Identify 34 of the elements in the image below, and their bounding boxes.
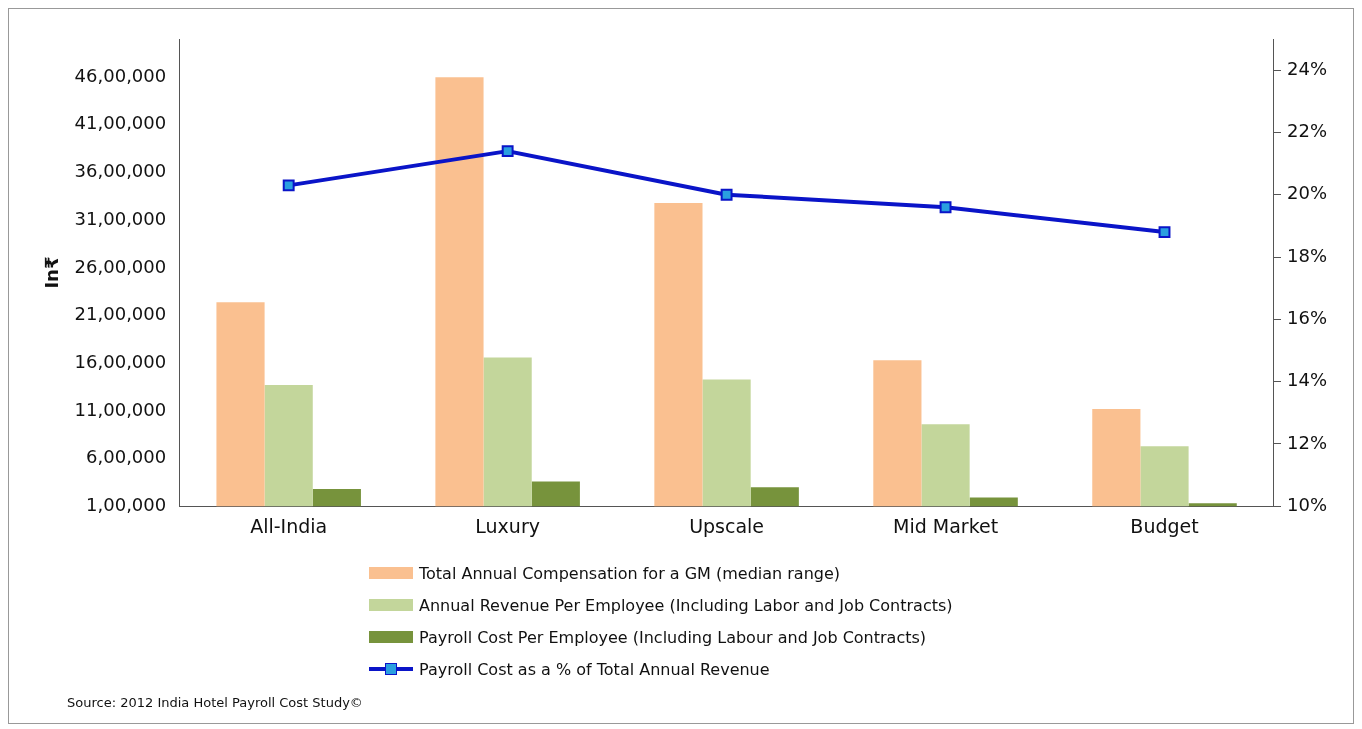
y2-tick-label: 20% (1286, 182, 1328, 204)
y-axis-title: In₹ (41, 256, 63, 289)
y2-tick-label: 10% (1286, 493, 1328, 515)
y-tick-label: 1,00,000 (86, 493, 167, 515)
y-tick-label: 31,00,000 (74, 207, 167, 229)
y-tick-label: 11,00,000 (74, 398, 167, 420)
point (501, 145, 514, 158)
legend-label: Payroll Cost as a % of Total Annual Revenue (419, 659, 770, 679)
x-tick-label: Mid Market (893, 514, 999, 537)
x-tick-label: Upscale (689, 514, 765, 537)
legend-label: Payroll Cost Per Employee (Including Labour and Job Contracts) (419, 627, 927, 647)
y2-tick-label: 16% (1286, 306, 1328, 328)
y-tick-label: 6,00,000 (86, 446, 167, 468)
y2-tick-label: 18% (1286, 244, 1328, 266)
point (939, 201, 952, 214)
point (720, 188, 733, 201)
source-note: Source: 2012 India Hotel Payroll Cost Study© (67, 695, 363, 710)
point (282, 179, 295, 192)
point (1158, 226, 1171, 239)
y2-tick-label: 14% (1286, 369, 1328, 391)
x-tick-label: Luxury (475, 514, 540, 537)
y2-tick-label: 24% (1286, 57, 1328, 79)
x-tick-label: All-India (250, 514, 328, 537)
y-tick-label: 46,00,000 (74, 64, 167, 86)
y-tick-label: 36,00,000 (74, 160, 167, 182)
y-tick-label: 41,00,000 (74, 112, 167, 134)
y2-tick-label: 12% (1286, 431, 1328, 453)
legend-label: Total Annual Compensation for a GM (median range) (419, 563, 841, 583)
x-tick-label: Budget (1130, 514, 1199, 537)
y-tick-label: 16,00,000 (74, 350, 167, 372)
y-tick-label: 21,00,000 (74, 303, 167, 325)
legend-label: Annual Revenue Per Employee (Including Labor and Job Contracts) (419, 595, 953, 615)
y-tick-label: 26,00,000 (74, 255, 167, 277)
y2-tick-label: 22% (1286, 120, 1328, 142)
